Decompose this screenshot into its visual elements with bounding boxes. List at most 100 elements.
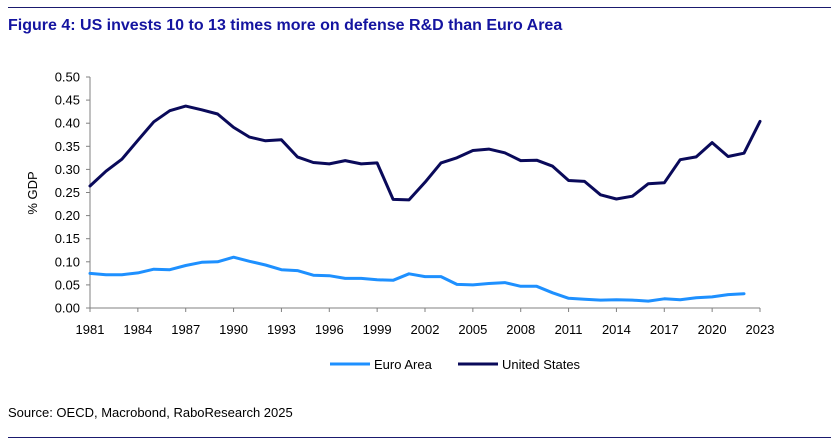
data-point — [216, 261, 219, 263]
data-point — [488, 282, 490, 285]
x-tick-label: 1999 — [363, 322, 392, 337]
y-tick-label: 0.00 — [55, 301, 80, 316]
data-point — [440, 162, 442, 164]
y-tick-label: 0.05 — [55, 277, 80, 292]
data-point — [264, 139, 267, 142]
data-point — [583, 298, 586, 301]
data-point — [663, 297, 666, 300]
data-point — [216, 113, 219, 115]
data-point — [264, 264, 267, 266]
y-tick-label: 0.40 — [55, 116, 80, 131]
chart-axes — [86, 76, 761, 312]
x-tick-label: 2005 — [458, 322, 487, 337]
data-point — [631, 299, 634, 301]
x-tick-label: 2002 — [411, 322, 440, 337]
top-rule — [8, 7, 831, 8]
x-tick-label: 2023 — [746, 322, 775, 337]
y-tick-label: 0.10 — [55, 254, 80, 269]
series-line-euro-area — [88, 255, 746, 303]
series-line-united-states — [88, 104, 762, 202]
data-point — [695, 297, 697, 299]
data-point — [312, 161, 315, 164]
data-point — [344, 159, 347, 162]
data-point — [137, 272, 139, 274]
y-tick-label: 0.35 — [55, 139, 80, 154]
x-tick-label: 1984 — [123, 322, 152, 337]
data-point — [392, 279, 394, 282]
data-point — [184, 264, 187, 267]
data-point — [472, 149, 474, 152]
x-tick-label: 1981 — [76, 322, 105, 337]
data-point — [424, 275, 426, 278]
data-point — [631, 195, 634, 197]
data-point — [456, 157, 458, 159]
data-point — [583, 180, 586, 183]
data-point — [535, 159, 538, 161]
x-tick-label: 1987 — [171, 322, 200, 337]
data-point — [503, 281, 506, 284]
data-point — [711, 141, 713, 144]
y-tick-label: 0.25 — [55, 185, 80, 200]
data-point — [312, 274, 315, 276]
data-point — [727, 293, 729, 296]
data-point — [200, 109, 203, 111]
y-tick-label: 0.45 — [55, 93, 80, 108]
data-point — [296, 269, 299, 272]
data-point — [551, 165, 554, 167]
data-point — [344, 277, 347, 280]
data-point — [551, 291, 554, 294]
data-point — [153, 268, 155, 270]
data-point — [392, 198, 394, 201]
data-point — [408, 199, 410, 201]
data-point — [200, 261, 203, 264]
data-point — [519, 285, 522, 288]
data-point — [695, 156, 697, 158]
data-point — [567, 179, 570, 182]
data-point — [280, 139, 283, 141]
data-point — [153, 121, 155, 123]
x-tick-labels: 1981 1984 1987 1990 1993 1996 1999 2002 2005 2008… — [76, 322, 775, 337]
data-point — [89, 272, 91, 275]
data-point — [232, 126, 235, 129]
y-tick-labels: 0.00 0.05 0.10 0.15 0.20 0.25 0.30 0.35 0.40 0.45… — [55, 70, 80, 316]
x-tick-label: 2020 — [698, 322, 727, 337]
data-point — [121, 158, 123, 161]
data-point — [360, 277, 362, 280]
data-point — [711, 296, 713, 298]
y-tick-label: 0.15 — [55, 231, 80, 246]
data-point — [296, 156, 299, 158]
data-point — [679, 158, 682, 161]
data-point — [360, 163, 362, 165]
data-point — [376, 162, 378, 164]
data-point — [503, 151, 506, 154]
data-point — [663, 181, 666, 184]
data-point — [248, 136, 251, 138]
x-tick-label: 2014 — [602, 322, 631, 337]
data-point — [759, 120, 761, 123]
data-point — [137, 139, 139, 142]
y-tick-label: 0.50 — [55, 70, 80, 85]
data-point — [488, 148, 490, 150]
data-point — [647, 182, 650, 185]
data-point — [376, 279, 378, 281]
data-point — [232, 256, 235, 258]
data-point — [743, 152, 745, 155]
data-point — [184, 105, 187, 107]
data-point — [472, 284, 474, 286]
data-point — [615, 298, 618, 301]
x-tick-label: 1990 — [219, 322, 248, 337]
y-axis-label: % GDP — [25, 171, 40, 214]
data-point — [599, 194, 602, 196]
x-tick-label: 2017 — [650, 322, 679, 337]
y-tick-label: 0.20 — [55, 208, 80, 223]
x-tick-label: 2011 — [555, 322, 583, 337]
data-point — [424, 181, 426, 184]
data-point — [743, 292, 745, 295]
data-point — [727, 155, 729, 158]
data-point — [440, 275, 442, 278]
x-tick-label: 1996 — [315, 322, 344, 337]
legend: Euro Area United States — [330, 357, 581, 372]
data-point — [328, 163, 331, 165]
data-point — [168, 268, 171, 271]
